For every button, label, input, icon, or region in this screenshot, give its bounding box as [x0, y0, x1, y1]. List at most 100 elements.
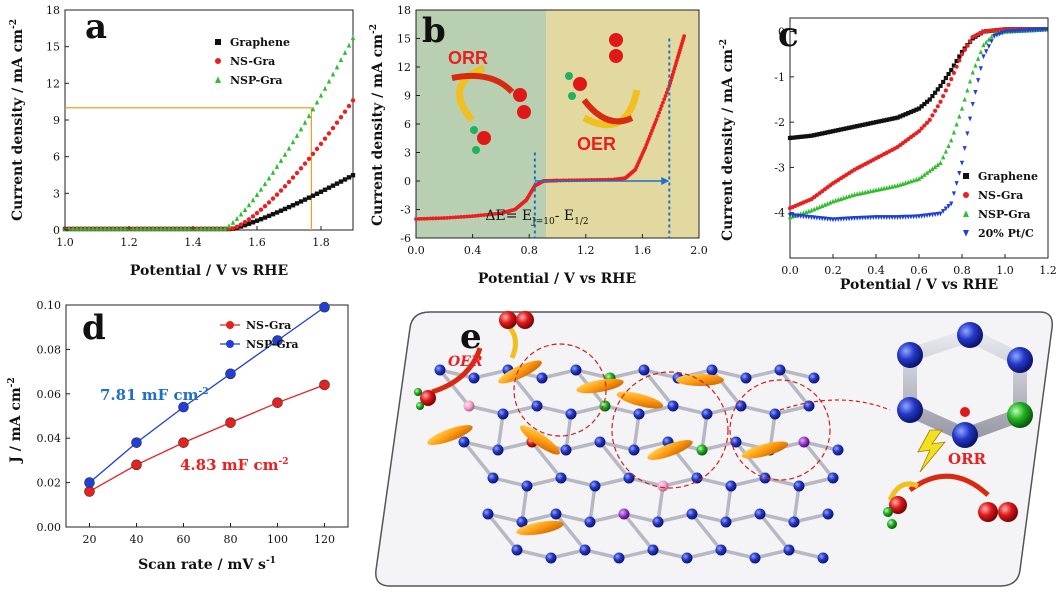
lattice-atom-c — [545, 552, 557, 564]
panel-c-legend-label: Graphene — [978, 170, 1038, 183]
panel-d-ytick-label: 0.02 — [37, 477, 62, 490]
panel-a-point-nsp-gra — [254, 192, 260, 198]
panel-c-point-nsp-gra — [924, 170, 930, 175]
panel-a-point-graphene — [282, 206, 288, 212]
panel-c-point-graphene — [887, 117, 892, 122]
panel-b-curve-point — [442, 216, 447, 220]
lattice-bond — [758, 512, 791, 552]
panel-b-curve-point — [644, 143, 649, 147]
panel-a-point-graphene — [290, 203, 296, 208]
lattice-bond — [633, 440, 669, 452]
lattice-atom-c — [594, 436, 606, 448]
panel-a-legend-marker — [215, 39, 221, 45]
lattice-atom-c — [691, 472, 703, 484]
panel-b-xlabel: Potential / V vs RHE — [478, 271, 636, 287]
panel-b-curve-point — [658, 107, 663, 112]
panel-a-ytick-label: 18 — [46, 4, 60, 17]
spin-density-lobe — [520, 425, 560, 455]
panel-c-point-ns-gra — [919, 126, 924, 131]
lattice-bond — [711, 368, 747, 380]
panel-c-point-graphene — [919, 104, 924, 109]
panel-c-point-graphene — [922, 101, 927, 107]
panel-c-point-20-pt-c — [922, 213, 927, 219]
panel-c-letter: c — [778, 15, 799, 55]
panel-a-point-ns-gra — [314, 146, 320, 152]
panel-a-point-graphene — [250, 220, 256, 225]
lattice-bond — [541, 368, 577, 380]
lattice-atom-c — [555, 472, 567, 484]
active-site-highlight — [729, 379, 831, 481]
panel-c-point-20-pt-c — [838, 216, 844, 222]
lattice-bond — [496, 413, 505, 451]
panel-a-point-ns-gra — [254, 210, 260, 216]
panel-c-point-graphene — [906, 110, 911, 116]
panel-a-point-graphene — [326, 185, 332, 190]
panel-c-ytick-label: -3 — [774, 161, 785, 174]
panel-d-xtick-label: 120 — [314, 533, 335, 546]
panel-c-point-20-pt-c — [857, 215, 862, 221]
panel-c-point-ns-gra — [962, 47, 967, 53]
lattice-bond — [754, 548, 790, 560]
panel-c-point-20-pt-c — [970, 101, 975, 107]
panel-a-point-nsp-gra — [294, 132, 300, 138]
panel-c-point-20-pt-c — [914, 214, 919, 220]
svg-text:Current density / mA cm-2: Current density / mA cm-2 — [9, 19, 26, 221]
panel-c-point-20-pt-c — [965, 131, 970, 137]
panel-a-point-nsp-gra — [98, 225, 104, 231]
panel-b-curve-point — [414, 217, 418, 221]
panel-b-delta-arrowhead — [661, 177, 670, 185]
panel-d-point-nsp-gra — [131, 437, 142, 448]
panel-b-curve-point — [659, 104, 664, 108]
panel-b-water-atom — [477, 131, 491, 145]
panel-a-point-ns-gra — [258, 207, 264, 212]
panel-c-point-graphene — [895, 115, 900, 120]
panel-c-point-ns-gra — [935, 104, 940, 109]
panel-c-plot-area — [789, 17, 1049, 259]
panel-c-point-graphene — [817, 131, 822, 137]
panel-a-point-graphene — [350, 173, 356, 178]
panel-c-point-20-pt-c — [943, 206, 948, 212]
panel-c-point-graphene — [900, 113, 905, 118]
zoom-atom-c — [1007, 347, 1033, 373]
panel-a-point-graphene — [306, 195, 312, 200]
lattice-bond — [520, 485, 529, 523]
panel-d-ytick-label: 0.08 — [37, 343, 62, 356]
panel-b-curve-point — [482, 213, 486, 217]
panel-c-point-ns-gra — [949, 77, 954, 82]
lattice-atom-p — [657, 480, 669, 492]
panel-c-point-20-pt-c — [962, 146, 967, 151]
panel-d-ytick-label: 0.04 — [37, 432, 62, 445]
lattice-bond — [803, 440, 839, 452]
zoom-atom-n — [1007, 402, 1033, 428]
panel-c-point-graphene — [855, 124, 860, 129]
panel-c-point-graphene — [927, 97, 932, 102]
lattice-bond — [788, 548, 824, 560]
panel-a-point-ns-gra — [350, 98, 356, 103]
panel-a-point-ns-gra — [282, 184, 288, 189]
panel-b-o2-atom — [517, 105, 531, 119]
panel-c-point-graphene — [790, 135, 795, 140]
panel-b-curve-point — [467, 214, 472, 219]
panel-c-point-nsp-gra — [954, 121, 959, 127]
panel-a-point-nsp-gra — [310, 106, 316, 112]
panel-c-point-20-pt-c — [924, 213, 930, 219]
panel-a-point-nsp-gra — [230, 219, 236, 225]
panel-c-point-graphene — [841, 126, 846, 132]
panel-b-curve-point — [448, 215, 452, 220]
panel-b-curve-point — [646, 137, 651, 142]
lattice-atom-c — [638, 364, 650, 376]
panel-c-legend-marker — [963, 192, 969, 198]
panel-d-xtick-label: 60 — [177, 533, 191, 546]
spin-density-lobe — [741, 441, 789, 459]
panel-d-xlabel: Scan rate / mV s-1 — [138, 556, 276, 573]
lattice-atom-c — [468, 372, 480, 384]
panel-a-point-graphene — [258, 216, 264, 222]
panel-c-point-ns-gra — [954, 64, 959, 69]
panel-b-curve-point — [496, 211, 500, 216]
panel-c-point-graphene — [836, 127, 841, 133]
panel-e-water-atom — [883, 507, 893, 517]
lattice-bond — [560, 476, 596, 488]
panel-c-ylabel-sup: -2 — [719, 39, 729, 49]
panel-e-letter: e — [460, 317, 482, 357]
panel-c-point-nsp-gra — [930, 166, 935, 171]
